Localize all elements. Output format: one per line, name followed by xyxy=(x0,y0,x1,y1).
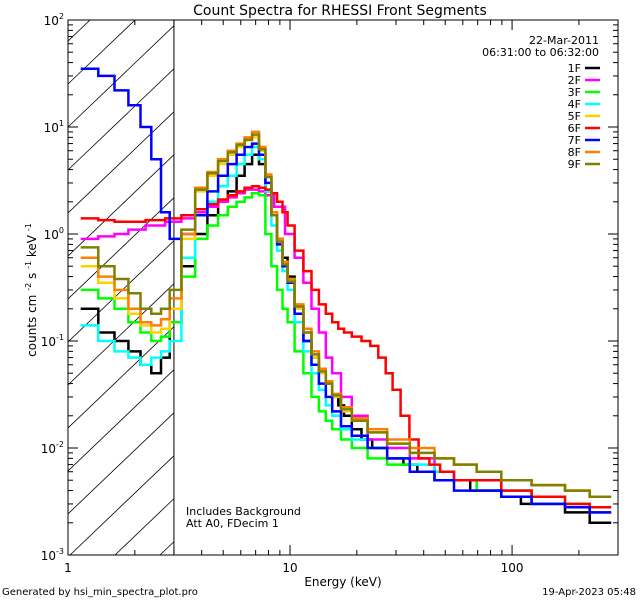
x-tick-label: 1 xyxy=(64,561,72,575)
hatch-line xyxy=(68,111,174,214)
y-tick-label: 101 xyxy=(44,119,64,135)
y-tick-label: 10-2 xyxy=(41,440,64,456)
legend-label-5F: 5F xyxy=(568,110,581,123)
y-tick-label: 10-3 xyxy=(41,547,64,563)
y-axis-label-end: keV xyxy=(25,234,39,257)
annotation-background: Includes Background xyxy=(186,505,301,518)
hatch-line xyxy=(68,25,174,128)
plot-frame xyxy=(67,19,619,556)
y-tick-label: 10-1 xyxy=(41,333,64,349)
hatch-line xyxy=(68,20,91,42)
legend-label-3F: 3F xyxy=(568,86,581,99)
y-tick-label: 102 xyxy=(44,12,64,28)
series-line-9F xyxy=(80,133,612,499)
date-label: 22-Mar-2011 xyxy=(529,34,599,47)
x-tick-label: 10 xyxy=(282,561,297,575)
y-axis-label-mid: s xyxy=(25,273,39,279)
legend-label-7F: 7F xyxy=(568,134,581,147)
annotation-attenuator: Att A0, FDecim 1 xyxy=(186,517,279,530)
legend-label-1F: 1F xyxy=(568,62,581,75)
excluded-region-hatch xyxy=(0,20,174,555)
y-axis-label-exp-3: -1 xyxy=(24,223,33,231)
y-tick-exponent: -2 xyxy=(56,440,64,449)
chart-title: Count Spectra for RHESSI Front Segments xyxy=(193,3,487,19)
y-axis-label-exp-2: -1 xyxy=(24,261,33,269)
x-tick-labels: 1 10 100 xyxy=(64,561,523,575)
time-range-label: 06:31:00 to 06:32:00 xyxy=(482,46,599,59)
y-tick-exponent: 1 xyxy=(59,119,64,128)
hatch-line xyxy=(68,197,174,300)
y-tick-base: 10 xyxy=(41,335,56,349)
legend-label-6F: 6F xyxy=(568,122,581,135)
hatch-line xyxy=(69,455,174,555)
hatch-line xyxy=(68,369,174,472)
x-tick-label: 100 xyxy=(501,561,524,575)
hatch-line xyxy=(0,20,45,555)
y-tick-base: 10 xyxy=(44,228,59,242)
x-axis-label: Energy (keV) xyxy=(304,575,381,589)
hatch-line xyxy=(68,68,174,171)
axis-ticks xyxy=(67,20,619,556)
y-tick-base: 10 xyxy=(41,442,56,456)
y-axis-label: counts cm -2 s -1 keV -1 xyxy=(20,223,39,357)
y-axis-label-exp-1: -2 xyxy=(24,283,33,291)
hatch-line xyxy=(68,326,174,429)
y-tick-exponent: -1 xyxy=(56,333,64,342)
y-tick-exponent: -3 xyxy=(56,547,64,556)
legend-label-4F: 4F xyxy=(568,98,581,111)
hatch-line xyxy=(114,498,174,555)
y-tick-base: 10 xyxy=(44,121,59,135)
hatch-line xyxy=(68,412,174,515)
y-tick-base: 10 xyxy=(44,14,59,28)
series-line-6F xyxy=(80,184,612,509)
y-tick-exponent: 0 xyxy=(59,226,64,235)
legend-label-9F: 9F xyxy=(568,158,581,171)
footer-timestamp: 19-Apr-2023 05:48 xyxy=(542,587,636,598)
footer-generated-by: Generated by hsi_min_spectra_plot.pro xyxy=(2,587,198,598)
y-tick-label: 100 xyxy=(44,226,64,242)
legend-label-8F: 8F xyxy=(568,146,581,159)
y-axis-label-main: counts cm xyxy=(25,295,39,357)
y-tick-exponent: 2 xyxy=(59,12,64,21)
y-tick-base: 10 xyxy=(41,549,56,563)
legend-label-2F: 2F xyxy=(568,74,581,87)
hatch-line xyxy=(68,283,174,386)
hatch-line xyxy=(68,154,174,257)
hatch-line xyxy=(68,240,174,343)
series-layer xyxy=(80,67,612,525)
series-line-7F xyxy=(80,67,612,514)
